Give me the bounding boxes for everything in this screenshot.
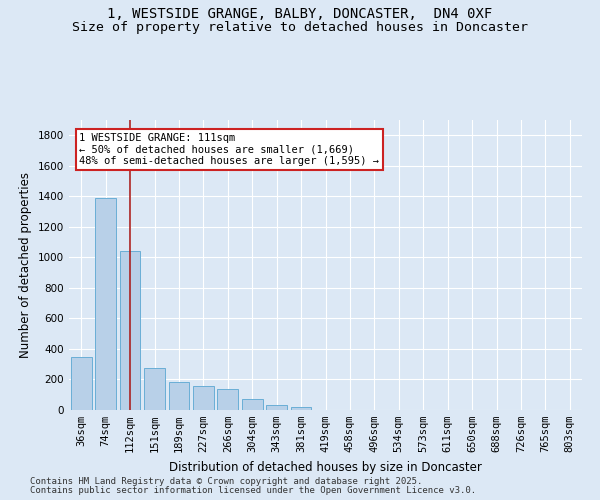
Bar [119, 252, 140, 410]
Text: 1, WESTSIDE GRANGE, BALBY, DONCASTER,  DN4 0XF: 1, WESTSIDE GRANGE, BALBY, DONCASTER, DN… [107, 8, 493, 22]
Bar [266, 406, 287, 410]
Bar [144, 368, 165, 410]
Bar [169, 382, 190, 410]
Text: 1 WESTSIDE GRANGE: 111sqm
← 50% of detached houses are smaller (1,669)
48% of se: 1 WESTSIDE GRANGE: 111sqm ← 50% of detac… [79, 133, 379, 166]
Bar [95, 198, 116, 410]
Bar [242, 398, 263, 410]
Text: Size of property relative to detached houses in Doncaster: Size of property relative to detached ho… [72, 21, 528, 34]
X-axis label: Distribution of detached houses by size in Doncaster: Distribution of detached houses by size … [169, 460, 482, 473]
Text: Contains HM Land Registry data © Crown copyright and database right 2025.: Contains HM Land Registry data © Crown c… [30, 477, 422, 486]
Bar [71, 356, 92, 410]
Bar [217, 390, 238, 410]
Y-axis label: Number of detached properties: Number of detached properties [19, 172, 32, 358]
Bar [193, 386, 214, 410]
Bar [290, 407, 311, 410]
Text: Contains public sector information licensed under the Open Government Licence v3: Contains public sector information licen… [30, 486, 476, 495]
